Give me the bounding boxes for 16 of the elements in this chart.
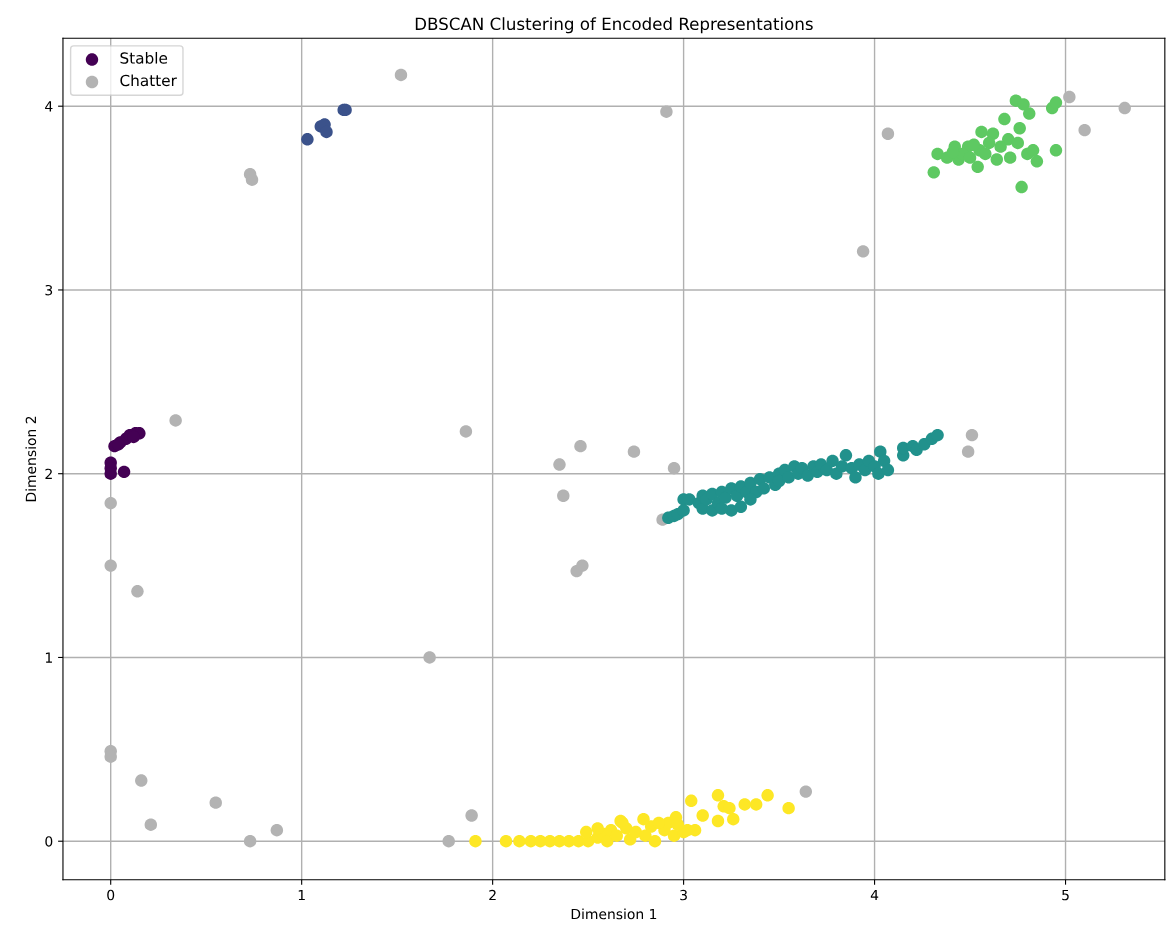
y-tick-label: 0 <box>45 836 53 847</box>
x-tick-label: 1 <box>298 889 305 901</box>
x-tick-label: 5 <box>1062 889 1069 901</box>
y-axis-title: Dimension 2 <box>25 416 37 502</box>
y-tick-label: 2 <box>45 468 52 479</box>
x-tick-label: 3 <box>680 889 687 901</box>
chart-title: DBSCAN Clustering of Encoded Representations <box>415 17 813 34</box>
x-tick-label: 2 <box>489 889 496 901</box>
y-tick-label: 1 <box>45 652 52 663</box>
y-tick-label: 3 <box>45 284 53 296</box>
x-tick-label: 4 <box>870 889 879 901</box>
legend-label: Stable <box>120 51 168 64</box>
y-tick-label: 4 <box>45 101 53 112</box>
x-tick-label: 0 <box>107 889 115 901</box>
x-axis-title: Dimension 1 <box>571 908 657 920</box>
legend-label: Chatter <box>120 74 177 87</box>
